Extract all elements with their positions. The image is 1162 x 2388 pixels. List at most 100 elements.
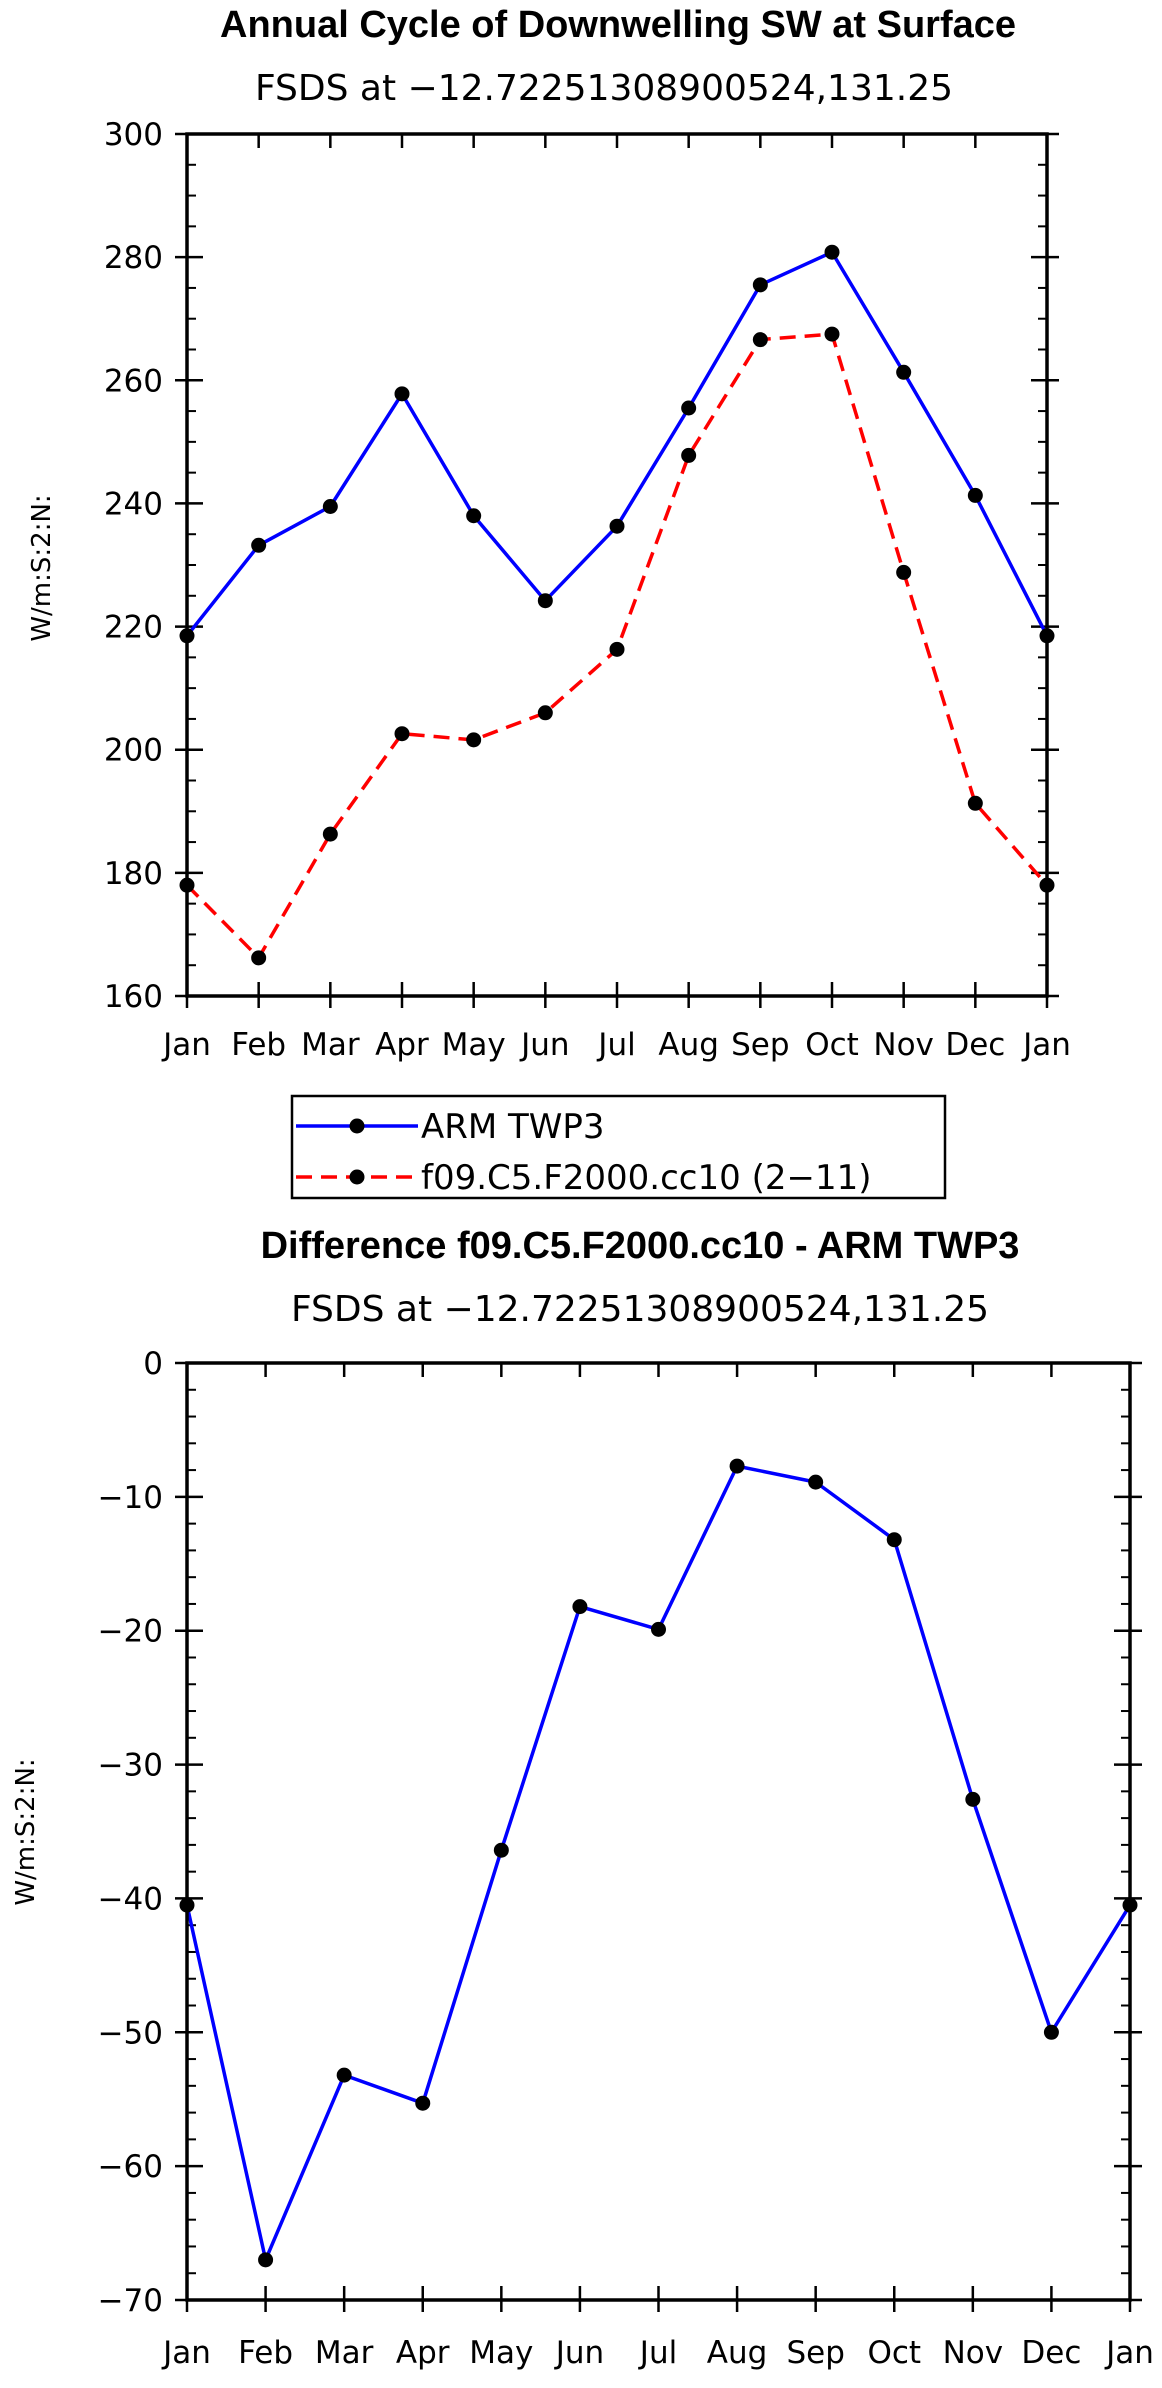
chart1-x-tick-label: May [442,1027,506,1063]
chart1-series-2-point [896,564,912,580]
chart2-x-tick-label: Jan [1104,2335,1154,2371]
chart2-x-tick-label: May [469,2335,533,2371]
chart1-x-tick-label: Sep [731,1027,789,1063]
chart1-y-tick-label: 180 [104,856,163,892]
chart1-series-1-point [609,518,625,534]
legend-entry-model: f09.C5.F2000.cc10 (2−11) [296,1158,871,1198]
chart2-series-1-point [965,1791,981,1807]
chart2-y-tick-label: −40 [98,1881,163,1917]
chart-difference: Difference f09.C5.F2000.cc10 - ARM TWP3 … [11,1225,1154,2371]
chart1-series-2-point [394,726,410,742]
chart2-x-tick-label: Apr [396,2335,450,2371]
chart2-series [179,1458,1138,2268]
chart2-x-tick-label: Aug [707,2335,768,2371]
chart2-series-1-point [1043,2024,1059,2040]
chart1-series-line-1 [185,250,1049,637]
chart2-y-tick-label: 0 [143,1346,163,1382]
chart1-ticks [175,132,1059,1008]
chart1-x-tick-label: Jul [596,1027,635,1063]
chart1-series-2-point [681,447,697,463]
chart1-series-1-point [394,386,410,402]
chart1-x-tick-label: Mar [301,1027,360,1063]
chart2-x-tick-label: Jan [161,2335,211,2371]
chart1-series-1-point [896,364,912,380]
chart2-x-tick-label: Dec [1021,2335,1081,2371]
chart2-y-tick-label: −10 [98,1480,163,1516]
chart1-y-tick-label: 200 [104,733,163,769]
chart2-x-tick-label: Sep [786,2335,844,2371]
chart1-y-tick-label: 300 [104,117,163,153]
chart1-series-1-point [251,537,267,553]
chart2-series-1-point [336,2067,352,2083]
chart1-y-tick-label: 220 [104,610,163,646]
legend-entry-arm: ARM TWP3 [296,1107,605,1147]
legend-label-arm: ARM TWP3 [421,1107,605,1147]
chart2-series-1-point [729,1458,745,1474]
legend-box [290,1094,947,1200]
chart2-series-1-point [651,1621,666,1637]
chart2-series-1-point [808,1474,824,1490]
chart1-y-tick-label: 160 [104,979,163,1015]
chart1-series-2-point [824,326,840,342]
chart1-x-tick-label: Nov [873,1027,934,1063]
chart1-series-1-point [537,593,553,609]
chart2-x-tick-label: Feb [238,2335,293,2371]
chart2-y-axis-label: W/m:S:2:N: [11,1758,41,1905]
chart2-subtitle: FSDS at −12.72251308900524,131.25 [291,1289,989,1330]
chart1-x-tick-label: Jan [1021,1027,1071,1063]
chart1-series-2-point [752,332,768,348]
chart2-series-1-point [493,1842,509,1858]
chart2-x-tick-label: Nov [943,2335,1004,2371]
chart2-title: Difference f09.C5.F2000.cc10 - ARM TWP3 [261,1225,1020,1267]
chart2-series-1-point [258,2252,274,2268]
chart1-y-tick-label: 280 [104,240,163,276]
chart2-series-1-point [415,2095,431,2111]
legend-marker-model [349,1169,365,1185]
chart1-series [179,244,1055,966]
chart2-series-1-point [572,1599,588,1615]
chart1-series-2-point [322,826,338,842]
chart1-y-tick-label: 240 [104,486,163,522]
chart1-series-2-point [967,795,983,811]
chart1-y-tick-label: 260 [104,363,163,399]
chart1-x-tick-label: Apr [375,1027,429,1063]
chart1-y-axis-label: W/m:S:2:N: [27,494,57,641]
chart1-series-1-point [322,499,338,515]
chart2-series-line-1 [185,1464,1132,2262]
chart2-y-tick-label: −30 [98,1748,163,1784]
chart1-x-tick-label: Dec [945,1027,1005,1063]
chart2-y-tick-labels: −70 −60 −50 −40 −30 −20 −10 0 [98,1346,163,2319]
chart2-y-tick-label: −60 [98,2149,163,2185]
chart1-x-tick-labels: Jan Feb Mar Apr May Jun Jul Aug Sep Oct Nov Dec Jan [161,1027,1071,1063]
chart2-y-tick-label: −50 [98,2015,163,2051]
chart1-series-1-point [466,508,482,524]
chart2-x-tick-label: Jul [638,2335,677,2371]
chart2-x-tick-labels: Jan Feb Mar Apr May Jun Jul Aug Sep Oct Nov Dec Jan [161,2335,1154,2371]
chart1-plot-frame [185,132,1049,998]
chart1-series-1-point [824,244,840,260]
chart1-series-2-point [537,705,553,721]
chart1-x-tick-label: Aug [658,1027,719,1063]
chart2-x-tick-label: Jun [554,2335,604,2371]
chart1-y-tick-labels: 160 180 200 220 240 260 280 300 [104,117,163,1015]
chart1-series-1-point [681,400,697,416]
chart1-series-1-point [752,277,768,293]
legend-marker-arm [349,1118,365,1134]
chart2-x-tick-label: Oct [867,2335,921,2371]
chart1-x-tick-label: Jun [519,1027,569,1063]
chart1-series-2-point [609,641,625,657]
chart2-x-tick-label: Mar [315,2335,374,2371]
chart1-title: Annual Cycle of Downwelling SW at Surfac… [220,4,1016,46]
chart1-legend: ARM TWP3 f09.C5.F2000.cc10 (2−11) [290,1094,947,1200]
chart2-y-tick-label: −20 [98,1614,163,1650]
chart1-x-tick-label: Feb [231,1027,286,1063]
chart1-x-tick-label: Oct [805,1027,859,1063]
chart-annual-cycle: Annual Cycle of Downwelling SW at Surfac… [27,4,1071,1063]
chart2-ticks [175,1361,1142,2312]
chart1-subtitle: FSDS at −12.72251308900524,131.25 [255,68,953,109]
chart2-series-1-point [886,1532,902,1548]
chart2-y-tick-label: −70 [98,2283,163,2319]
chart2-plot-frame [185,1361,1132,2302]
chart1-series-2-point [466,732,482,748]
